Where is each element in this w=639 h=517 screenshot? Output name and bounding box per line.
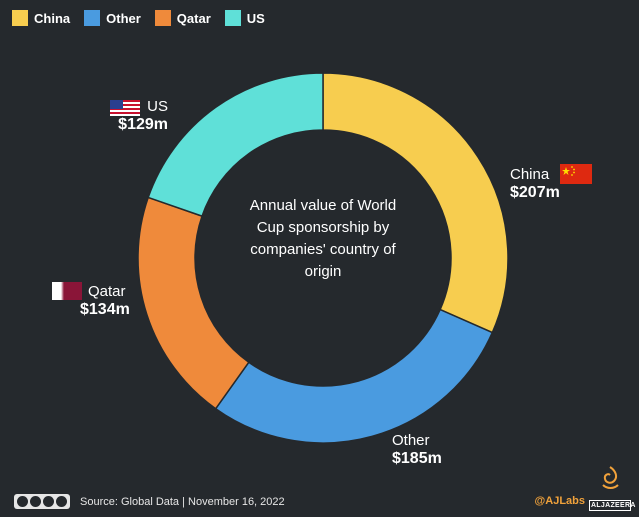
legend-swatch-other [84, 10, 101, 26]
aljazeera-logo-text: ALJAZEERA [589, 500, 636, 511]
ajlabs-handle: @AJLabs [534, 495, 585, 507]
label-china-name: China [510, 166, 550, 183]
label-qatar: Qatar $134m [80, 283, 130, 319]
aljazeera-logo: ALJAZEERA [589, 465, 636, 511]
legend-label-china: China [34, 10, 71, 26]
footer: Source: Global Data | November 16, 2022 [14, 494, 285, 509]
donut-slice-qatar [137, 196, 250, 410]
legend-label-us: US [246, 10, 265, 26]
label-china-value: $207m [510, 184, 560, 201]
label-china: China $207m [510, 166, 560, 202]
qatar-flag-icon [52, 282, 82, 300]
china-flag-icon [560, 164, 592, 184]
label-us-value: $129m [118, 116, 168, 133]
legend-swatch-us [224, 10, 241, 26]
label-qatar-value: $134m [80, 301, 130, 318]
chart-title: Annual value of World Cup sponsorship by… [249, 197, 397, 280]
legend: China Other Qatar US [12, 10, 265, 26]
legend-item-other: Other [84, 10, 141, 26]
legend-swatch-qatar [154, 10, 171, 26]
label-us-name: US [147, 98, 168, 115]
legend-label-other: Other [106, 10, 141, 26]
label-us: US $129m [118, 98, 168, 134]
legend-item-china: China [12, 10, 70, 26]
label-other: Other $185m [392, 432, 442, 468]
legend-item-us: US [224, 10, 265, 26]
label-other-name: Other [392, 432, 430, 449]
donut-slice-china [322, 72, 509, 334]
donut-slice-other [214, 308, 494, 444]
label-other-value: $185m [392, 450, 442, 467]
label-qatar-name: Qatar [88, 283, 126, 300]
source-text: Source: Global Data | November 16, 2022 [80, 495, 285, 508]
us-flag-icon [110, 100, 140, 116]
legend-swatch-china [12, 10, 28, 26]
donut-slice-us [147, 72, 324, 218]
creative-commons-icon [14, 494, 70, 509]
legend-label-qatar: Qatar [176, 10, 211, 26]
aljazeera-mark-icon [602, 466, 619, 489]
legend-item-qatar: Qatar [154, 10, 211, 26]
